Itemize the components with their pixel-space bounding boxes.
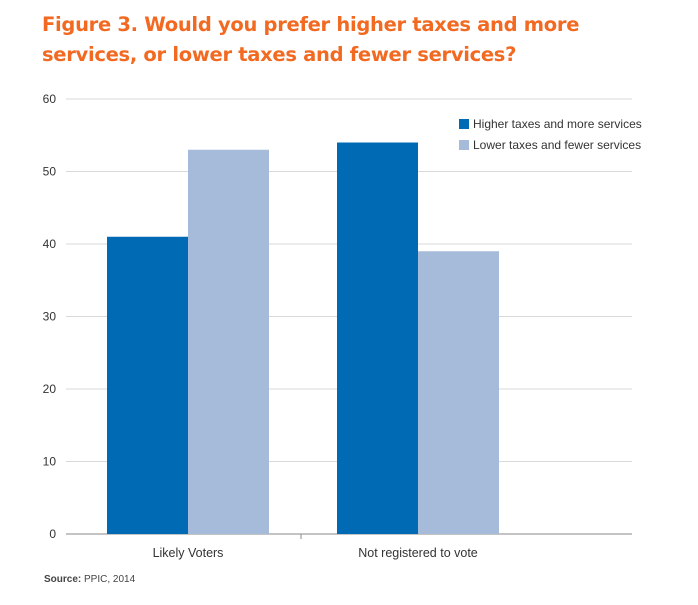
- bar: [337, 142, 418, 534]
- y-tick-label: 50: [43, 165, 57, 179]
- y-tick-label: 60: [43, 92, 57, 106]
- source-label: Source:: [44, 574, 82, 585]
- y-tick-label: 40: [43, 237, 57, 251]
- source-text: PPIC, 2014: [84, 574, 136, 585]
- y-tick-label: 30: [43, 310, 57, 324]
- bar-chart: 0 10 20 30 40 50 60 Likely Voters Not registere…: [43, 92, 642, 560]
- y-axis-ticks: 0 10 20 30 40 50 60: [43, 92, 57, 541]
- x-tick-label: Likely Voters: [153, 546, 224, 560]
- chart-title: Figure 3. Would you prefer higher taxes …: [42, 13, 580, 66]
- legend-label: Higher taxes and more services: [473, 117, 642, 131]
- legend: Higher taxes and more services Lower taxe…: [459, 117, 642, 152]
- y-tick-label: 10: [43, 455, 57, 469]
- legend-label: Lower taxes and fewer services: [473, 138, 641, 152]
- legend-swatch: [459, 140, 469, 150]
- bar: [418, 251, 499, 534]
- legend-swatch: [459, 119, 469, 129]
- source-note: Source: PPIC, 2014: [44, 574, 135, 585]
- bars: [107, 142, 499, 534]
- bar: [107, 236, 188, 534]
- x-tick-label: Not registered to vote: [358, 546, 478, 560]
- x-axis: Likely Voters Not registered to vote: [153, 534, 478, 560]
- bar: [188, 149, 269, 534]
- y-tick-label: 0: [49, 527, 56, 541]
- y-tick-label: 20: [43, 382, 57, 396]
